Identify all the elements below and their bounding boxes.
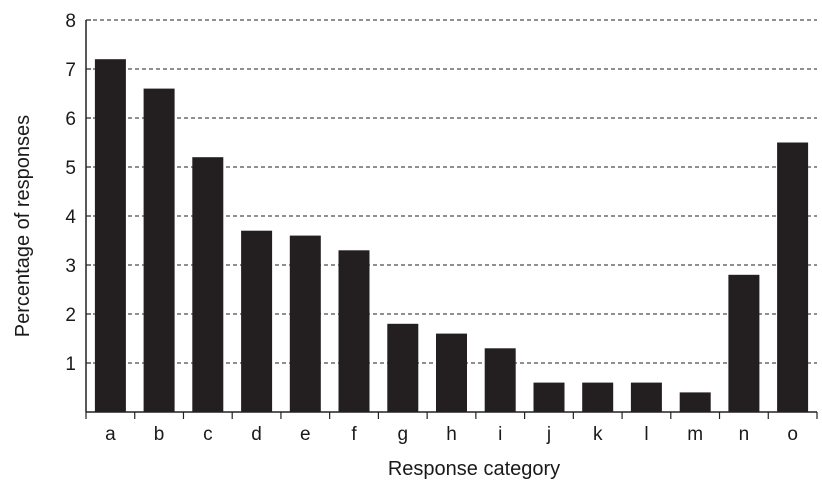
bar-i (484, 348, 516, 412)
x-axis-title: Response category (388, 458, 560, 480)
x-tick-label-o: o (787, 424, 798, 445)
x-tick-label-i: i (498, 424, 502, 445)
y-tick-label-8: 8 (65, 11, 76, 32)
y-axis-title: Percentage of responses (12, 115, 34, 337)
x-tick-label-k: k (593, 424, 603, 445)
bars (94, 59, 809, 412)
bar-k (582, 382, 614, 412)
x-tick-label-j: j (546, 424, 551, 445)
x-tick-label-h: h (446, 424, 457, 445)
x-tick-label-c: c (203, 424, 213, 445)
y-tick-label-7: 7 (65, 60, 76, 81)
bar-g (387, 323, 419, 412)
bar-h (436, 333, 467, 412)
x-tick-label-e: e (300, 424, 311, 445)
y-tick-label-2: 2 (65, 305, 76, 326)
bar-e (289, 235, 321, 412)
bar-m (679, 392, 711, 412)
y-tick-labels: 1 2 3 4 5 6 7 8 (65, 11, 91, 375)
x-tick-label-g: g (397, 424, 408, 445)
y-tick-label-6: 6 (65, 109, 76, 130)
x-tick-label-n: n (739, 424, 750, 445)
bar-f (338, 250, 370, 412)
bar-j (533, 382, 565, 412)
x-tick-label-a: a (105, 424, 116, 445)
bar-d (241, 230, 273, 412)
x-tick-label-m: m (687, 424, 703, 445)
x-tick-label-d: d (251, 424, 262, 445)
bar-n (728, 274, 760, 412)
x-tick-label-l: l (644, 424, 648, 445)
x-tick-label-b: b (154, 424, 165, 445)
x-tick-labels: a b c d e f g h i j k l m n o (85, 412, 818, 445)
x-tick-label-f: f (351, 424, 357, 445)
bar-l (630, 382, 662, 412)
y-tick-label-1: 1 (65, 354, 76, 375)
bar-c (192, 157, 224, 412)
y-tick-label-5: 5 (65, 158, 76, 179)
bar-b (143, 88, 175, 412)
y-tick-label-3: 3 (65, 256, 76, 277)
bar-a (94, 59, 126, 412)
bar-o (777, 142, 809, 412)
y-tick-label-4: 4 (65, 207, 76, 228)
